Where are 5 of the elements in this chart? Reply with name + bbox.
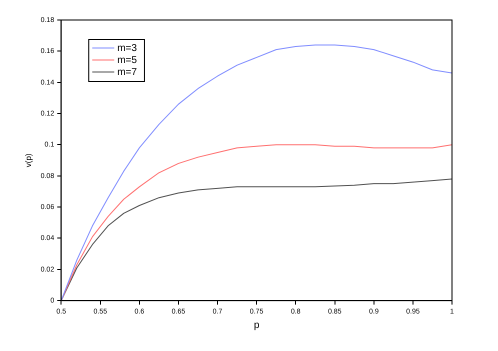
legend-label: m=5 — [117, 54, 138, 66]
y-axis-title: v(p) — [24, 153, 34, 168]
legend-label: m=7 — [117, 66, 138, 78]
legend-label: m=3 — [117, 42, 138, 54]
x-axis-title: p — [254, 320, 260, 331]
